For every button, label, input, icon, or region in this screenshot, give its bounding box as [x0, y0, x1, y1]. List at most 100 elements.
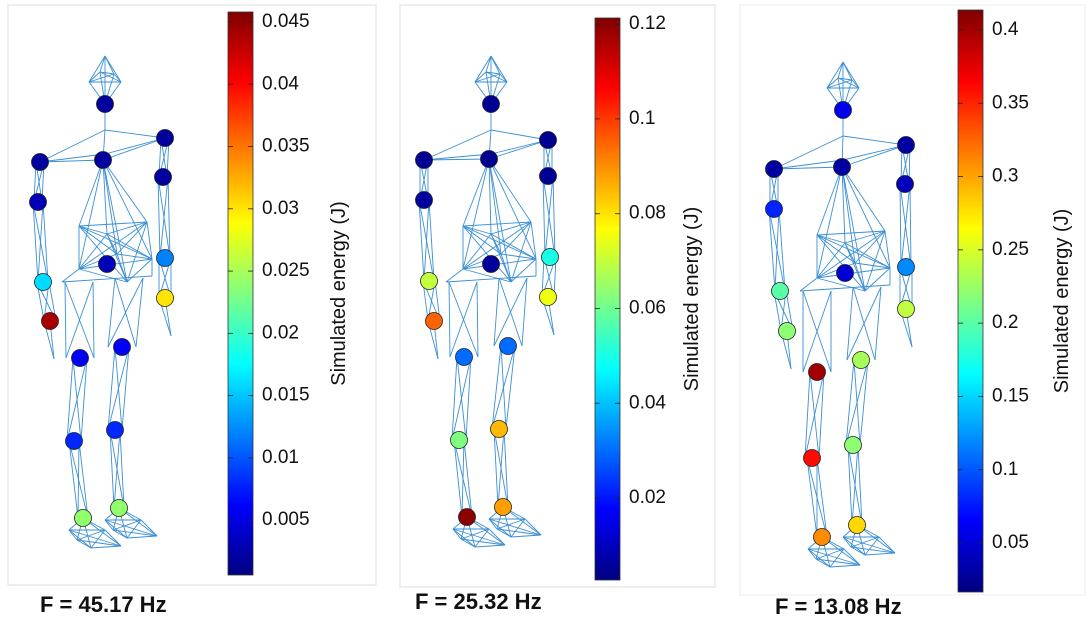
skeleton [768, 61, 913, 568]
sensor-node [65, 432, 83, 450]
sensor-node [106, 421, 124, 439]
wire [859, 359, 869, 446]
wire [842, 536, 896, 554]
wire [490, 139, 549, 155]
wire [78, 159, 104, 270]
wire [826, 79, 853, 89]
tick-label: 0.15 [992, 385, 1029, 406]
wire [826, 77, 839, 89]
sensor-node [803, 449, 821, 467]
tick-label: 0.35 [992, 92, 1029, 113]
wire [65, 281, 94, 359]
wire [126, 221, 148, 283]
wire [159, 176, 169, 259]
sensor-node [844, 436, 862, 454]
wire [107, 277, 116, 348]
wire [854, 230, 886, 264]
sensor-node [808, 363, 826, 381]
sensor-node [156, 289, 174, 307]
wire [909, 183, 912, 268]
wire [92, 281, 95, 359]
wire [488, 158, 502, 255]
wire [488, 158, 492, 235]
wire [462, 225, 502, 255]
caption: F = 13.08 Hz [775, 594, 902, 619]
wire [816, 457, 828, 538]
colorbar [957, 9, 984, 593]
wire [102, 137, 166, 161]
sensor-node [897, 300, 915, 318]
wire [451, 356, 472, 441]
wire [497, 428, 505, 508]
wire [418, 199, 425, 282]
wire [807, 548, 861, 566]
sensor-node [482, 95, 500, 113]
wire [854, 262, 891, 269]
wire [510, 258, 537, 283]
wire [804, 371, 825, 459]
wire [816, 234, 846, 244]
wire [807, 548, 817, 560]
wire [826, 61, 844, 89]
tick-label: 0.02 [262, 322, 299, 343]
wire [864, 552, 896, 556]
wire [88, 73, 115, 83]
wire [78, 233, 108, 270]
wire [774, 208, 780, 292]
caption: F = 45.17 Hz [40, 592, 167, 617]
wire [844, 242, 856, 264]
wire [76, 539, 92, 549]
wire [488, 518, 542, 536]
wire [78, 159, 104, 227]
wire [845, 359, 855, 446]
wire [116, 253, 153, 260]
wire [102, 159, 153, 260]
wire [804, 371, 811, 459]
colorbar [227, 11, 254, 576]
wire [453, 439, 463, 518]
wire [462, 233, 492, 270]
wire [841, 144, 907, 168]
sensor-node [71, 349, 89, 367]
sensor-node [31, 153, 49, 171]
wire [99, 71, 122, 83]
wire [99, 55, 106, 73]
tick-label: 0.4 [992, 19, 1019, 40]
tick-label: 0.005 [262, 509, 310, 530]
sensor-node [771, 282, 789, 300]
wire [460, 528, 490, 540]
wire [485, 71, 508, 83]
sensor-node [778, 322, 796, 340]
caption: F = 25.32 Hz [415, 589, 542, 614]
sensor-node [29, 193, 47, 211]
tick-label: 0.3 [992, 166, 1018, 187]
sensor-node [834, 101, 852, 119]
skeleton [32, 55, 172, 549]
wire [491, 345, 516, 430]
wire [505, 345, 516, 430]
wire [500, 221, 532, 255]
wire [119, 429, 125, 509]
sensor-node [765, 160, 783, 178]
wire [474, 55, 492, 83]
wire [451, 356, 458, 441]
wire [39, 129, 106, 163]
sensor-node [897, 258, 915, 276]
wire [542, 175, 546, 258]
wire [78, 225, 128, 283]
sensor-node [425, 312, 443, 330]
wire [78, 440, 89, 519]
wire [135, 277, 144, 348]
wire [423, 158, 490, 161]
wire [837, 77, 853, 81]
wire [485, 71, 501, 75]
wire [768, 208, 776, 292]
wire [496, 528, 512, 538]
wire [816, 166, 843, 236]
wire [61, 268, 80, 283]
tick-label: 0.045 [262, 11, 310, 32]
wire [112, 519, 142, 531]
wire [107, 346, 130, 431]
axis-label: Simulated energy (J) [328, 201, 350, 386]
